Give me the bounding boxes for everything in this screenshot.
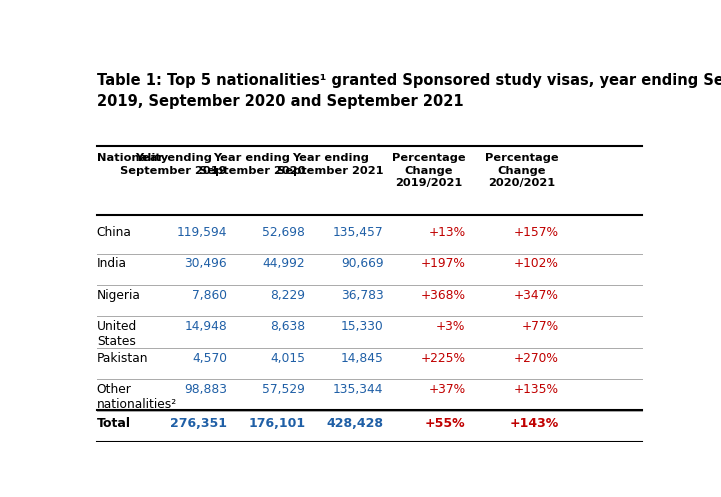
Text: +135%: +135%: [513, 383, 558, 396]
Text: 2019, September 2020 and September 2021: 2019, September 2020 and September 2021: [97, 94, 464, 109]
Text: +347%: +347%: [513, 289, 558, 302]
Text: +368%: +368%: [420, 289, 466, 302]
Text: China: China: [97, 226, 132, 239]
Text: 276,351: 276,351: [170, 417, 227, 430]
Text: United
States: United States: [97, 320, 137, 348]
Text: 176,101: 176,101: [248, 417, 305, 430]
Text: Nigeria: Nigeria: [97, 289, 141, 302]
Text: Year ending
September 2020: Year ending September 2020: [199, 154, 305, 176]
Text: 135,457: 135,457: [333, 226, 384, 239]
Text: Nationality: Nationality: [97, 154, 168, 164]
Text: 90,669: 90,669: [341, 257, 384, 270]
Text: Year ending
September 2019: Year ending September 2019: [120, 154, 227, 176]
Text: 44,992: 44,992: [262, 257, 305, 270]
Text: Year ending
September 2021: Year ending September 2021: [277, 154, 384, 176]
Text: 135,344: 135,344: [333, 383, 384, 396]
Text: +157%: +157%: [513, 226, 558, 239]
Text: 14,845: 14,845: [340, 352, 384, 365]
Text: +102%: +102%: [513, 257, 558, 270]
Text: +225%: +225%: [420, 352, 466, 365]
Text: 4,570: 4,570: [192, 352, 227, 365]
Text: 30,496: 30,496: [185, 257, 227, 270]
Text: +55%: +55%: [425, 417, 466, 430]
Text: +197%: +197%: [421, 257, 466, 270]
Text: 119,594: 119,594: [177, 226, 227, 239]
Text: 57,529: 57,529: [262, 383, 305, 396]
Text: +3%: +3%: [436, 320, 466, 333]
Text: 14,948: 14,948: [185, 320, 227, 333]
Text: 8,638: 8,638: [270, 320, 305, 333]
Text: 98,883: 98,883: [184, 383, 227, 396]
Text: 15,330: 15,330: [341, 320, 384, 333]
Text: +270%: +270%: [513, 352, 558, 365]
Text: India: India: [97, 257, 127, 270]
Text: Table 1: Top 5 nationalities¹ granted Sponsored study visas, year ending Septemb: Table 1: Top 5 nationalities¹ granted Sp…: [97, 73, 721, 88]
Text: +143%: +143%: [509, 417, 558, 430]
Text: +77%: +77%: [521, 320, 558, 333]
Text: 52,698: 52,698: [262, 226, 305, 239]
Text: 428,428: 428,428: [327, 417, 384, 430]
Text: Pakistan: Pakistan: [97, 352, 149, 365]
Text: Percentage
Change
2020/2021: Percentage Change 2020/2021: [485, 154, 558, 188]
Text: 7,860: 7,860: [192, 289, 227, 302]
Text: 36,783: 36,783: [341, 289, 384, 302]
Text: +13%: +13%: [428, 226, 466, 239]
Text: +37%: +37%: [428, 383, 466, 396]
Text: 4,015: 4,015: [270, 352, 305, 365]
Text: Other
nationalities²: Other nationalities²: [97, 383, 177, 411]
Text: 8,229: 8,229: [270, 289, 305, 302]
Text: Percentage
Change
2019/2021: Percentage Change 2019/2021: [392, 154, 466, 188]
Text: Total: Total: [97, 417, 131, 430]
